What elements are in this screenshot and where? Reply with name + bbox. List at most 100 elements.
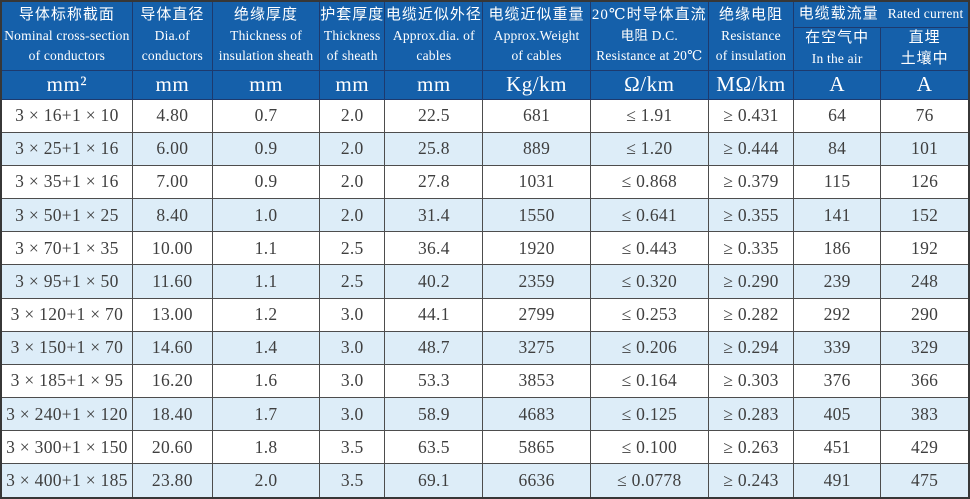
group-header-en: Rated current [887,6,964,22]
table-row: 3 × 120+1 × 70 13.00 1.2 3.0 44.1 2799 ≤ 0.253… [0,297,970,332]
table-cell: 48.7 [384,330,484,365]
unit-cell-kg-km: Kg/km [482,69,591,100]
table-cell: ≤ 0.206 [589,330,709,365]
table-cell: 23.80 [131,463,213,499]
table-cell: 2.0 [319,164,386,200]
table-cell: ≥ 0.444 [707,131,795,166]
table-cell: 76 [880,98,970,133]
table-cell: 405 [793,397,882,432]
table-cell: 4683 [482,397,591,432]
table-cell: 11.60 [131,264,213,299]
table-cell: ≤ 0.164 [589,363,709,399]
table-cell: 3 × 25+1 × 16 [0,131,133,166]
table-cell: 1.8 [211,430,321,465]
col-header-sheath-thickness: 护套厚度 Thickness of sheath [319,0,386,71]
table-cell: 3275 [482,330,591,365]
table-cell: 1.6 [211,363,321,399]
table-cell: 25.8 [384,131,484,166]
table-cell: 3853 [482,363,591,399]
unit-cell-mm: mm [319,69,386,100]
table-cell: ≤ 0.320 [589,264,709,299]
table-cell: 18.40 [131,397,213,432]
table-cell: ≤ 0.100 [589,430,709,465]
table-row: 3 × 150+1 × 70 14.60 1.4 3.0 48.7 3275 ≤ 0.206… [0,330,970,365]
unit-cell-mohm-km: MΩ/km [707,69,795,100]
col-header-conductor-diameter: 导体直径 Dia.of conductors [131,0,213,71]
table-cell: 5865 [482,430,591,465]
table-cell: 69.1 [384,463,484,499]
subheader-zh: 土壤中 [900,50,949,67]
unit-cell-mm: mm [384,69,484,100]
table-header: 导体标称截面 Nominal cross-section of conducto… [0,0,970,100]
header-zh: 20℃时导体直流 [591,7,707,24]
unit-cell-ohm-km: Ω/km [589,69,709,100]
unit-cell-mm: mm [211,69,321,100]
header-en: conductors [141,48,203,64]
table-cell: ≤ 1.91 [589,98,709,133]
header-en: Nominal cross-section [4,28,130,44]
table-cell: 3 × 185+1 × 95 [0,363,133,399]
header-en: insulation sheath [218,48,314,64]
header-zh: 护套厚度 [320,7,385,24]
table-cell: 1920 [482,231,591,266]
table-cell: ≤ 0.641 [589,198,709,233]
table-cell: 84 [793,131,882,166]
col-header-insulation-resistance: 绝缘电阻 Resistance of insulation [707,0,795,71]
col-header-insulation-thickness: 绝缘厚度 Thickness of insulation sheath [211,0,321,71]
header-en: of conductors [28,48,106,64]
header-row-units: mm² mm mm mm mm Kg/km Ω/km MΩ/km A A [0,69,970,100]
table-cell: 1.0 [211,198,321,233]
table-cell: 366 [880,363,970,399]
table-row: 3 × 95+1 × 50 11.60 1.1 2.5 40.2 2359 ≤ 0.320 ≥… [0,264,970,299]
table-cell: 152 [880,198,970,233]
table-cell: ≥ 0.243 [707,463,795,499]
table-cell: ≥ 0.282 [707,297,795,332]
table-cell: 429 [880,430,970,465]
table-cell: 0.9 [211,131,321,166]
unit-cell-mm2: mm² [0,69,133,100]
table-cell: ≤ 0.443 [589,231,709,266]
table-cell: ≥ 0.335 [707,231,795,266]
unit-cell-mm: mm [131,69,213,100]
table-cell: 292 [793,297,882,332]
table-cell: 101 [880,131,970,166]
table-cell: 64 [793,98,882,133]
table-cell: 290 [880,297,970,332]
table-cell: 22.5 [384,98,484,133]
table-cell: 475 [880,463,970,499]
table-cell: ≤ 0.253 [589,297,709,332]
table-cell: 3.0 [319,330,386,365]
table-cell: 63.5 [384,430,484,465]
table-cell: 2.5 [319,264,386,299]
table-cell: 3 × 16+1 × 10 [0,98,133,133]
table-cell: 58.9 [384,397,484,432]
table-cell: ≤ 0.0778 [589,463,709,499]
table-cell: 192 [880,231,970,266]
table-cell: 0.7 [211,98,321,133]
subheader-zh: 在空气中 [805,30,870,46]
subheader-en: In the air [811,51,863,66]
table-cell: 3.0 [319,297,386,332]
unit-cell-ampere: A [880,69,970,100]
table-cell: 3 × 300+1 × 150 [0,430,133,465]
table-cell: 36.4 [384,231,484,266]
table-cell: 491 [793,463,882,499]
col-subheader-in-air: 在空气中 In the air [793,26,882,71]
table-cell: ≤ 0.125 [589,397,709,432]
col-header-approx-diameter: 电缆近似外径 Approx.dia. of cables [384,0,484,71]
table-cell: 13.00 [131,297,213,332]
table-cell: 3 × 120+1 × 70 [0,297,133,332]
table-row: 3 × 25+1 × 16 6.00 0.9 2.0 25.8 889 ≤ 1.20 ≥ 0.… [0,131,970,166]
table-row: 3 × 300+1 × 150 20.60 1.8 3.5 63.5 5865 ≤ 0.10… [0,430,970,465]
table-cell: 339 [793,330,882,365]
table-cell: 20.60 [131,430,213,465]
table-cell: 329 [880,330,970,365]
table-cell: 3.0 [319,397,386,432]
header-en: Thickness of [230,28,302,44]
header-en: cables [416,48,452,64]
header-zh: 电缆近似重量 [488,7,585,24]
table-cell: 3 × 70+1 × 35 [0,231,133,266]
table-cell: ≥ 0.303 [707,363,795,399]
table-cell: 141 [793,198,882,233]
